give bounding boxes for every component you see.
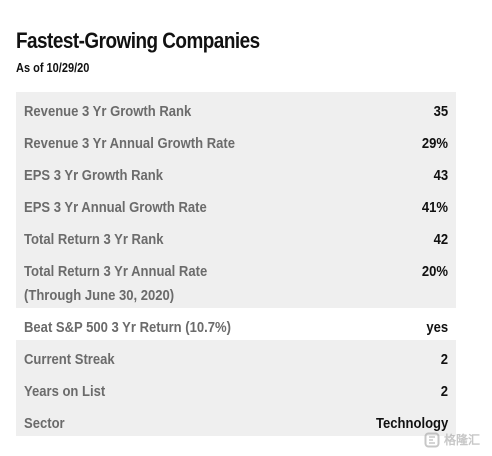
as-of-date: As of 10/29/20 — [16, 61, 90, 75]
row-label: Beat S&P 500 3 Yr Return (10.7%) — [24, 320, 231, 336]
row-value: 35 — [433, 104, 448, 120]
table-row: Total Return 3 Yr Rank 42 — [16, 220, 456, 252]
row-value: 2 — [440, 352, 448, 368]
row-label: EPS 3 Yr Growth Rank — [24, 168, 164, 184]
watermark: 格隆汇 — [424, 431, 480, 448]
gelonghui-logo-icon — [424, 432, 440, 447]
row-label: Current Streak — [24, 352, 115, 368]
row-label-note: (Through June 30, 2020) — [24, 288, 175, 304]
row-value: 41% — [421, 200, 448, 216]
stats-table: Revenue 3 Yr Growth Rank 35 Revenue 3 Yr… — [16, 92, 456, 436]
row-value: yes — [426, 320, 448, 336]
row-value: 20% — [421, 264, 448, 280]
watermark-text: 格隆汇 — [443, 433, 480, 447]
row-value: 42 — [433, 232, 448, 248]
row-label: EPS 3 Yr Annual Growth Rate — [24, 200, 207, 216]
table-row: EPS 3 Yr Annual Growth Rate 41% — [16, 188, 456, 220]
table-row: Beat S&P 500 3 Yr Return (10.7%) yes — [16, 308, 456, 340]
table-row: Revenue 3 Yr Annual Growth Rate 29% — [16, 124, 456, 156]
table-row: Sector Technology — [16, 404, 456, 436]
table-row: Current Streak 2 — [16, 340, 456, 372]
row-label: Years on List — [24, 384, 106, 400]
header: Fastest-Growing Companies As of 10/29/20 — [16, 28, 299, 75]
table-row: Total Return 3 Yr Annual Rate (Through J… — [16, 252, 456, 308]
row-value: 2 — [440, 384, 448, 400]
page-title: Fastest-Growing Companies — [16, 28, 260, 53]
row-label-line: Total Return 3 Yr Annual Rate — [24, 264, 208, 280]
row-value: 43 — [433, 168, 448, 184]
row-value: 29% — [421, 136, 448, 152]
row-label: Revenue 3 Yr Annual Growth Rate — [24, 136, 236, 152]
row-label: Sector — [24, 416, 65, 432]
row-value: Technology — [375, 416, 448, 432]
table-row: EPS 3 Yr Growth Rank 43 — [16, 156, 456, 188]
row-label: Total Return 3 Yr Annual Rate (Through J… — [24, 260, 207, 308]
row-label: Revenue 3 Yr Growth Rank — [24, 104, 192, 120]
table-row: Years on List 2 — [16, 372, 456, 404]
row-label: Total Return 3 Yr Rank — [24, 232, 164, 248]
table-row: Revenue 3 Yr Growth Rank 35 — [16, 92, 456, 124]
